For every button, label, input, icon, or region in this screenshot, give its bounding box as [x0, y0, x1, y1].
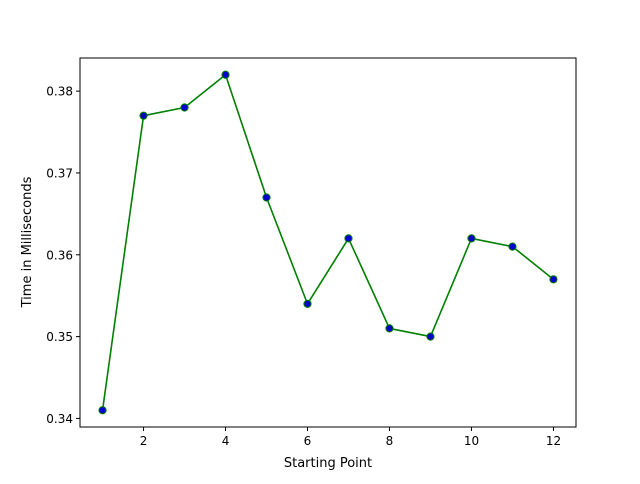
- y-tick-label: 0.37: [46, 166, 73, 180]
- x-tick-label: 2: [140, 434, 148, 448]
- x-tick-label: 6: [304, 434, 312, 448]
- data-point: [467, 234, 476, 243]
- data-point: [221, 70, 230, 79]
- data-point: [549, 275, 558, 284]
- y-tick-label: 0.35: [46, 330, 73, 344]
- x-axis-label: Starting Point: [284, 456, 372, 471]
- y-tick-label: 0.36: [46, 248, 73, 262]
- y-tick-label: 0.34: [46, 412, 73, 426]
- data-point: [139, 111, 148, 120]
- x-tick-label: 4: [222, 434, 230, 448]
- plot-area: [98, 70, 558, 415]
- x-tick-label: 8: [386, 434, 394, 448]
- y-axis-ticks: 0.34 0.35 0.36 0.37 0.38: [46, 85, 80, 426]
- x-tick-label: 12: [546, 434, 561, 448]
- data-point: [262, 193, 271, 202]
- data-point: [385, 324, 394, 333]
- data-point: [303, 299, 312, 308]
- data-point: [180, 103, 189, 112]
- data-point: [344, 234, 353, 243]
- y-tick-label: 0.38: [46, 85, 73, 99]
- x-axis-ticks: 2 4 6 8 10 12: [140, 427, 561, 448]
- y-axis-label: Time in Milliseconds: [20, 176, 35, 308]
- data-point: [508, 242, 517, 251]
- data-point: [98, 406, 107, 415]
- x-tick-label: 10: [464, 434, 479, 448]
- data-point: [426, 332, 435, 341]
- series-line: [101, 73, 554, 411]
- plot-frame: [79, 57, 577, 428]
